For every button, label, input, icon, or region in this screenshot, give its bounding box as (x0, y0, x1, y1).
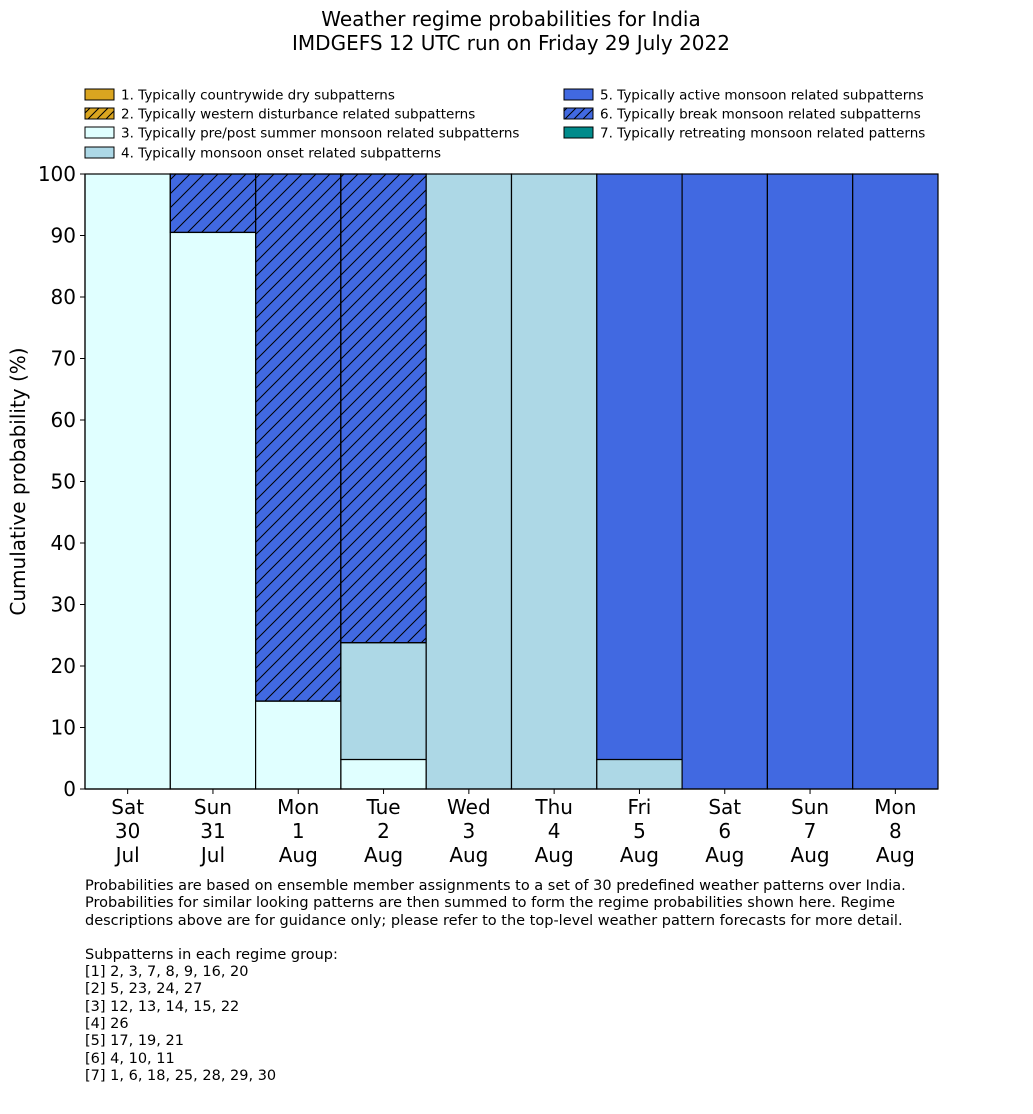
legend-swatch-hatch (84, 107, 115, 120)
bar-segment (510, 173, 598, 790)
x-tick-label: Aug (876, 843, 915, 867)
bars (84, 173, 939, 790)
subpattern-line: [5] 17, 19, 21 (85, 1033, 184, 1050)
title-line: Weather regime probabilities for India (321, 7, 701, 31)
x-tick-label: Jul (199, 843, 225, 867)
y-tick-label: 30 (51, 593, 76, 617)
legend-swatch-hatch (563, 107, 594, 120)
bar-segment (340, 758, 427, 790)
x-tick-label: 5 (633, 819, 646, 843)
y-tick-label: 90 (51, 224, 76, 248)
subpattern-line: [1] 2, 3, 7, 8, 9, 16, 20 (85, 964, 249, 981)
x-tick-label: Fri (628, 795, 652, 819)
legend-swatch (84, 88, 115, 101)
x-tick-label: Aug (279, 843, 318, 867)
bar-segment (169, 231, 257, 790)
x-tick-label: 7 (804, 819, 817, 843)
bar-segment (681, 173, 768, 790)
x-tick-label: Aug (791, 843, 830, 867)
subpattern-line: [7] 1, 6, 18, 25, 28, 29, 30 (85, 1067, 277, 1084)
x-tick-label: Mon (277, 795, 319, 819)
y-tick-label: 10 (51, 716, 76, 740)
legend-swatch (84, 126, 115, 139)
subpattern-line: [3] 12, 13, 14, 15, 22 (85, 998, 240, 1015)
x-tick-label: 4 (548, 819, 561, 843)
x-tick-label: Jul (114, 843, 140, 867)
y-tick-label: 0 (63, 777, 76, 801)
x-tick-label: 2 (377, 819, 390, 843)
x-tick-label: Aug (364, 843, 403, 867)
y-tick-label: 100 (38, 162, 76, 186)
x-tick-label: Wed (447, 795, 491, 819)
subpatterns-heading: Subpatterns in each regime group: (85, 946, 338, 963)
subpattern-line: [6] 4, 10, 11 (85, 1050, 175, 1067)
x-tick-label: Aug (620, 843, 659, 867)
axes: 0102030405060708090100Sat30JulSun31JulMo… (6, 162, 938, 867)
footnote: Probabilities are based on ensemble memb… (85, 878, 985, 1085)
y-tick-label: 70 (51, 347, 76, 371)
legend-label: 3. Typically pre/post summer monsoon rel… (121, 126, 519, 142)
legend-label: 5. Typically active monsoon related subp… (600, 88, 924, 104)
y-tick-label: 60 (51, 408, 76, 432)
subpattern-line: [4] 26 (85, 1016, 129, 1033)
x-tick-label: 6 (718, 819, 731, 843)
bar-segment (852, 173, 939, 790)
x-tick-label: 31 (200, 819, 225, 843)
y-tick-label: 40 (51, 531, 76, 555)
chart-title: Weather regime probabilities for IndiaIM… (292, 7, 730, 55)
x-tick-label: 3 (462, 819, 475, 843)
description-line: descriptions above are for guidance only… (85, 912, 903, 929)
subpattern-line: [2] 5, 23, 24, 27 (85, 981, 203, 998)
x-tick-label: Tue (365, 795, 400, 819)
x-tick-label: 8 (889, 819, 902, 843)
bar-segment (596, 758, 683, 790)
legend-swatch (563, 88, 594, 101)
bar-segment (596, 173, 683, 761)
x-tick-label: Aug (535, 843, 574, 867)
x-tick-label: Thu (534, 795, 573, 819)
x-tick-label: 1 (292, 819, 305, 843)
bar-segment (766, 173, 854, 790)
bar-segment-hatch (255, 173, 342, 702)
y-tick-label: 20 (51, 654, 76, 678)
legend-label: 7. Typically retreating monsoon related … (600, 126, 925, 142)
y-tick-label: 80 (51, 285, 76, 309)
x-tick-label: Mon (874, 795, 916, 819)
x-tick-label: Sat (708, 795, 741, 819)
legend-label: 1. Typically countrywide dry subpatterns (121, 88, 395, 104)
description-line: Probabilities are based on ensemble memb… (85, 878, 906, 894)
x-tick-label: 30 (115, 819, 140, 843)
bar-segment (255, 700, 342, 790)
bar-segment (340, 642, 427, 761)
bar-segment (84, 173, 171, 790)
legend: 1. Typically countrywide dry subpatterns… (84, 88, 925, 162)
x-tick-label: Aug (705, 843, 744, 867)
bar-segment-hatch (169, 173, 257, 234)
title-line: IMDGEFS 12 UTC run on Friday 29 July 202… (292, 31, 730, 55)
bar-segment (425, 173, 513, 790)
x-tick-label: Sun (791, 795, 829, 819)
legend-label: 4. Typically monsoon onset related subpa… (121, 146, 441, 162)
description-line: Probabilities for similar looking patter… (85, 895, 896, 912)
y-axis-label: Cumulative probability (%) (6, 347, 30, 615)
x-tick-label: Sat (111, 795, 144, 819)
legend-swatch (84, 146, 115, 159)
legend-label: 6. Typically break monsoon related subpa… (600, 107, 921, 123)
bar-segment-hatch (340, 173, 427, 644)
legend-label: 2. Typically western disturbance related… (121, 107, 475, 123)
y-tick-label: 50 (51, 470, 76, 494)
x-tick-label: Sun (194, 795, 232, 819)
x-tick-label: Aug (449, 843, 488, 867)
legend-swatch (563, 126, 594, 139)
